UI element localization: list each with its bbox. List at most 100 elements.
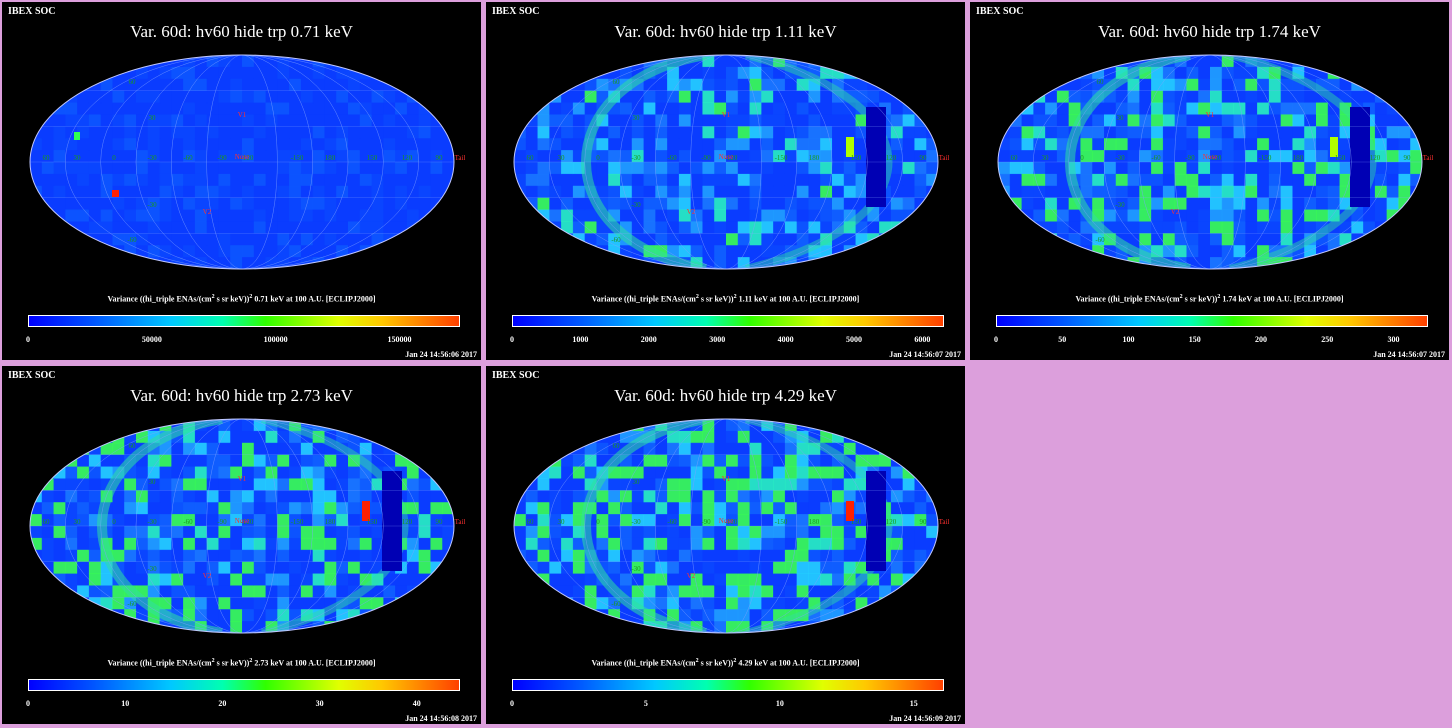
colorbar (512, 679, 944, 691)
latitude-label: -30 (147, 201, 157, 209)
colorbar-tick-label: 4000 (777, 335, 794, 344)
colorbar-tick-label: 50000 (141, 335, 162, 344)
colorbar-tick-label: 5000 (846, 335, 862, 344)
latitude-label: 60 (1097, 78, 1105, 86)
longitude-label: 150 (851, 518, 862, 526)
latitude-label: -60 (611, 236, 621, 244)
colorbar-tick-label: 10 (775, 699, 784, 708)
soc-label: IBEX SOC (492, 6, 540, 17)
colorbar-tick-label: 15 (909, 699, 918, 708)
longitude-label: -60 (1151, 154, 1161, 162)
longitude-label: 30 (74, 154, 82, 162)
colorbar-tick-label: 30 (315, 699, 324, 708)
longitude-label: -30 (631, 518, 641, 526)
colorbar-tick-label: 100 (1122, 335, 1135, 344)
nose-label: Nose (235, 153, 249, 161)
longitude-label: -30 (631, 154, 641, 162)
longitude-label: 0 (112, 518, 116, 526)
colorbar-tick-label: 0 (26, 699, 30, 708)
tail-label: Tail (455, 518, 466, 526)
colorbar-tick-label: 40 (412, 699, 421, 708)
soc-label: IBEX SOC (976, 6, 1024, 17)
tail-label: Tail (455, 154, 466, 162)
longitude-label: -150 (291, 518, 304, 526)
latitude-label: 60 (613, 442, 621, 450)
colorbar-tick-label: 0 (510, 335, 514, 344)
colorbar-tick-label: 0 (26, 335, 30, 344)
longitude-label: 60 (527, 154, 535, 162)
skymap-panel-3: 60 30 0 -30 -60 -90 -120 -150 180 150 120 90 Nose Tai… (970, 2, 1449, 360)
longitude-label: -60 (183, 154, 193, 162)
longitude-label: 0 (1080, 154, 1084, 162)
longitude-label: 150 (367, 154, 378, 162)
nose-label: Nose (719, 517, 733, 525)
skymap-panel-5: 60 30 0 -30 -60 -90 -120 -150 180 150 120 90 Nose Tai… (486, 366, 965, 724)
variance-label: Variance ((hi_triple ENAs/(cm2 s sr keV)… (1075, 294, 1344, 304)
latitude-label: 30 (1117, 114, 1125, 122)
longitude-label: -90 (217, 518, 227, 526)
skymap: 60 30 0 -30 -60 -90 -120 -150 180 150 120 90 Nose Tai… (513, 54, 950, 270)
latitude-label: -30 (1115, 201, 1125, 209)
longitude-label: 30 (558, 154, 566, 162)
soc-label: IBEX SOC (8, 370, 56, 381)
longitude-label: 60 (527, 518, 535, 526)
latitude-label: 60 (129, 442, 137, 450)
colorbar-tick-label: 6000 (914, 335, 931, 344)
skymap: 60 30 0 -30 -60 -90 -120 -150 180 150 120 90 Nose Tai… (513, 418, 949, 634)
latitude-label: -30 (631, 565, 641, 573)
panel-title: Var. 60d: hv60 hide trp 4.29 keV (614, 386, 837, 405)
colorbar-tick-label: 150 (1188, 335, 1201, 344)
longitude-label: -90 (701, 154, 711, 162)
latitude-label: -60 (127, 600, 137, 608)
colorbar-tick-label: 1000 (572, 335, 589, 344)
longitude-label: -150 (1259, 154, 1272, 162)
skymap-panel-1: 60 30 0 -30 -60 -90 -120 -150 180 150 120 90 Nose Tai… (2, 2, 481, 360)
longitude-label: 180 (1293, 154, 1304, 162)
colorbar-tick-label: 200 (1254, 335, 1267, 344)
longitude-label: 60 (1011, 154, 1019, 162)
nose-label: Nose (719, 153, 733, 161)
colorbar (28, 315, 460, 327)
longitude-label: 120 (886, 154, 897, 162)
latitude-label: -30 (631, 201, 641, 209)
longitude-label: -150 (291, 154, 304, 162)
tail-label: Tail (1423, 154, 1434, 162)
nose-label: Nose (235, 517, 249, 525)
longitude-label: -150 (775, 518, 788, 526)
skymap-panel-4: 60 30 0 -30 -60 -90 -120 -150 180 150 120 90 Nose Tai… (2, 366, 481, 724)
tail-label: Tail (939, 154, 950, 162)
longitude-label: -60 (667, 518, 677, 526)
latitude-label: -60 (611, 600, 621, 608)
colorbar-tick-label: 10 (121, 699, 130, 708)
longitude-label: -60 (667, 154, 677, 162)
colorbar-tick-label: 100000 (263, 335, 288, 344)
soc-label: IBEX SOC (492, 370, 540, 381)
latitude-label: 30 (149, 478, 157, 486)
longitude-label: 180 (809, 154, 820, 162)
longitude-label: 60 (43, 154, 51, 162)
latitude-label: 30 (149, 114, 157, 122)
skymap: 60 30 0 -30 -60 -90 -120 -150 180 150 120 90 Nose Tai… (997, 54, 1434, 270)
variance-label: Variance ((hi_triple ENAs/(cm2 s sr keV)… (591, 658, 860, 668)
longitude-label: 120 (1370, 154, 1381, 162)
longitude-label: 0 (112, 154, 116, 162)
skymap: 60 30 0 -30 -60 -90 -120 -150 180 150 120 90 Nose Tai… (29, 54, 466, 270)
v1-label: V1 (238, 475, 247, 483)
timestamp: Jan 24 14:56:08 2017 (405, 714, 477, 723)
longitude-label: -90 (217, 154, 227, 162)
colorbar-tick-label: 3000 (709, 335, 726, 344)
longitude-label: -30 (147, 154, 157, 162)
longitude-label: -120 (1209, 154, 1222, 162)
panel-title: Var. 60d: hv60 hide trp 0.71 keV (130, 22, 353, 41)
colorbar-tick-label: 300 (1387, 335, 1400, 344)
timestamp: Jan 24 14:56:09 2017 (889, 714, 961, 723)
colorbar (512, 315, 944, 327)
panel-title: Var. 60d: hv60 hide trp 2.73 keV (130, 386, 353, 405)
longitude-label: -30 (147, 518, 157, 526)
longitude-label: 30 (74, 518, 82, 526)
longitude-label: 30 (558, 518, 566, 526)
longitude-label: 150 (367, 518, 378, 526)
longitude-label: 120 (886, 518, 897, 526)
longitude-label: 180 (325, 154, 336, 162)
colorbar (996, 315, 1428, 327)
